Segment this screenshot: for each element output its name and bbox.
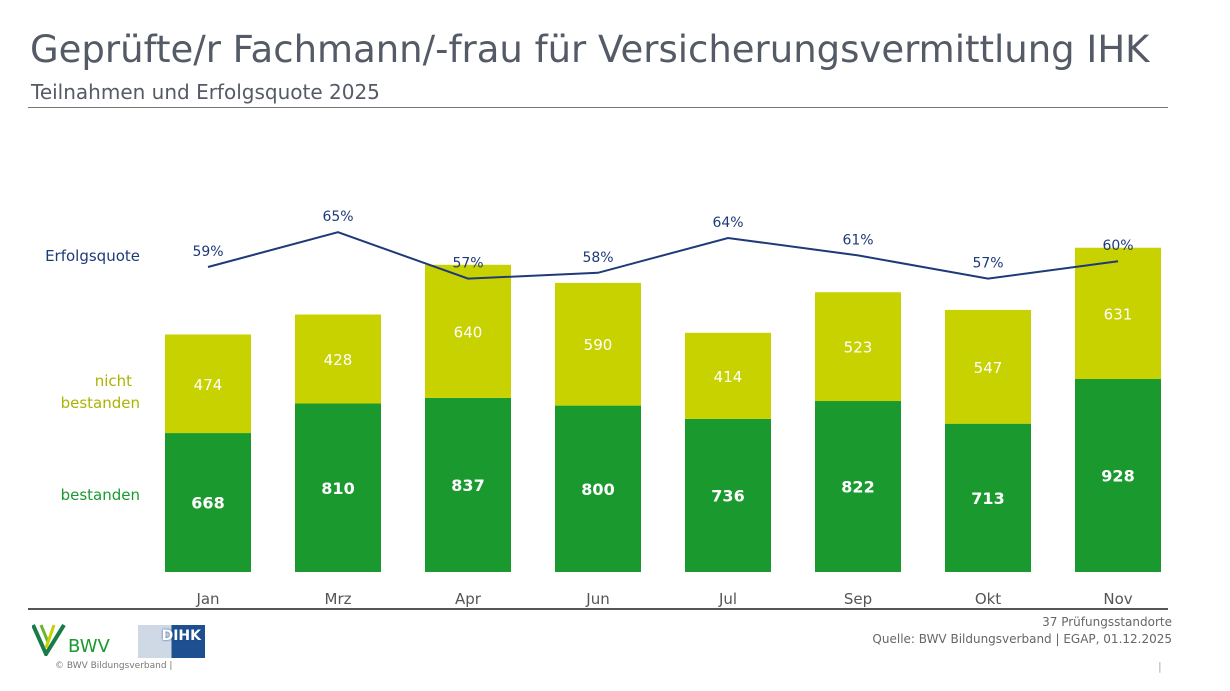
- bwv-logo: BWV: [31, 623, 110, 660]
- erfolgsquote-label-Jul: 64%: [712, 215, 743, 231]
- label-bestanden-Sep: 822: [841, 478, 874, 497]
- label-bestanden-Jul: 736: [711, 486, 744, 505]
- bar-nicht-bestanden-Okt: [945, 309, 1031, 424]
- bar-bestanden-Nov: [1075, 378, 1161, 572]
- bar-bestanden-Jun: [555, 405, 641, 572]
- title-divider: [28, 107, 1168, 108]
- bar-nicht-bestanden-Jan: [165, 334, 251, 434]
- x-tick-Jun: Jun: [585, 590, 609, 608]
- bar-nicht-bestanden-Mrz: [295, 314, 381, 404]
- bar-nicht-bestanden-Apr: [425, 264, 511, 398]
- bar-bestanden-Sep: [815, 401, 901, 572]
- bar-bestanden-Okt: [945, 423, 1031, 572]
- erfolgsquote-label-Jan: 59%: [192, 244, 223, 260]
- legend-erfolgsquote: Erfolgsquote: [45, 247, 140, 265]
- dihk-logo-text: DIHK: [161, 628, 201, 644]
- erfolgsquote-label-Sep: 61%: [842, 232, 873, 248]
- label-nicht-bestanden-Nov: 631: [1104, 305, 1133, 323]
- x-axis-line: [28, 608, 1168, 610]
- bar-nicht-bestanden-Jun: [555, 282, 641, 406]
- label-nicht-bestanden-Jul: 414: [714, 368, 743, 386]
- dihk-logo: DIHK: [138, 625, 205, 658]
- label-nicht-bestanden-Jun: 590: [584, 336, 613, 354]
- legend-nicht: nicht: [94, 372, 132, 390]
- copyright: © BWV Bildungsverband |: [55, 661, 173, 671]
- x-tick-Apr: Apr: [455, 590, 482, 608]
- label-bestanden-Jan: 668: [191, 494, 224, 513]
- label-bestanden-Mrz: 810: [321, 479, 354, 498]
- label-nicht-bestanden-Okt: 547: [974, 359, 1003, 377]
- erfolgsquote-label-Nov: 60%: [1102, 238, 1133, 254]
- x-tick-Jan: Jan: [195, 590, 219, 608]
- bar-bestanden-Apr: [425, 397, 511, 572]
- legend-bestanden-2: bestanden: [60, 394, 140, 412]
- standorte-note: 37 Prüfungsstandorte: [1042, 615, 1172, 629]
- bwv-logo-text: BWV: [68, 636, 110, 657]
- x-tick-Mrz: Mrz: [325, 590, 352, 608]
- bar-nicht-bestanden-Jul: [685, 332, 771, 419]
- x-tick-Nov: Nov: [1103, 590, 1132, 608]
- bwv-v-icon: [31, 623, 66, 659]
- bar-nicht-bestanden-Sep: [815, 292, 901, 402]
- label-nicht-bestanden-Sep: 523: [844, 339, 873, 357]
- bar-bestanden-Mrz: [295, 403, 381, 572]
- erfolgsquote-label-Mrz: 65%: [322, 209, 353, 225]
- erfolgsquote-label-Jun: 58%: [582, 250, 613, 266]
- label-nicht-bestanden-Mrz: 428: [324, 351, 353, 369]
- erfolgsquote-label-Apr: 57%: [452, 256, 483, 272]
- label-bestanden-Okt: 713: [971, 489, 1004, 508]
- label-nicht-bestanden-Jan: 474: [194, 376, 223, 394]
- x-tick-Sep: Sep: [844, 590, 872, 608]
- x-tick-Okt: Okt: [975, 590, 1001, 608]
- label-bestanden-Apr: 837: [451, 476, 484, 495]
- label-nicht-bestanden-Apr: 640: [454, 323, 483, 341]
- bar-nicht-bestanden-Nov: [1075, 247, 1161, 379]
- legend-bestanden: bestanden: [60, 486, 140, 504]
- legend-nicht-bestanden: nicht bestanden: [0, 370, 140, 414]
- erfolgsquote-label-Okt: 57%: [972, 256, 1003, 272]
- page-marker: |: [1158, 660, 1162, 673]
- page-title: Geprüfte/r Fachmann/-frau für Versicheru…: [30, 28, 1150, 71]
- bar-bestanden-Jan: [165, 433, 251, 572]
- x-tick-Jul: Jul: [718, 590, 737, 608]
- label-bestanden-Jun: 800: [581, 480, 614, 499]
- source-block: 37 Prüfungsstandorte Quelle: BWV Bildungs…: [872, 614, 1172, 648]
- page-subtitle: Teilnahmen und Erfolgsquote 2025: [31, 80, 380, 104]
- label-bestanden-Nov: 928: [1101, 466, 1134, 485]
- source-note: Quelle: BWV Bildungsverband | EGAP, 01.1…: [872, 632, 1172, 646]
- bar-bestanden-Jul: [685, 418, 771, 572]
- erfolgsquote-line: [207, 231, 1119, 280]
